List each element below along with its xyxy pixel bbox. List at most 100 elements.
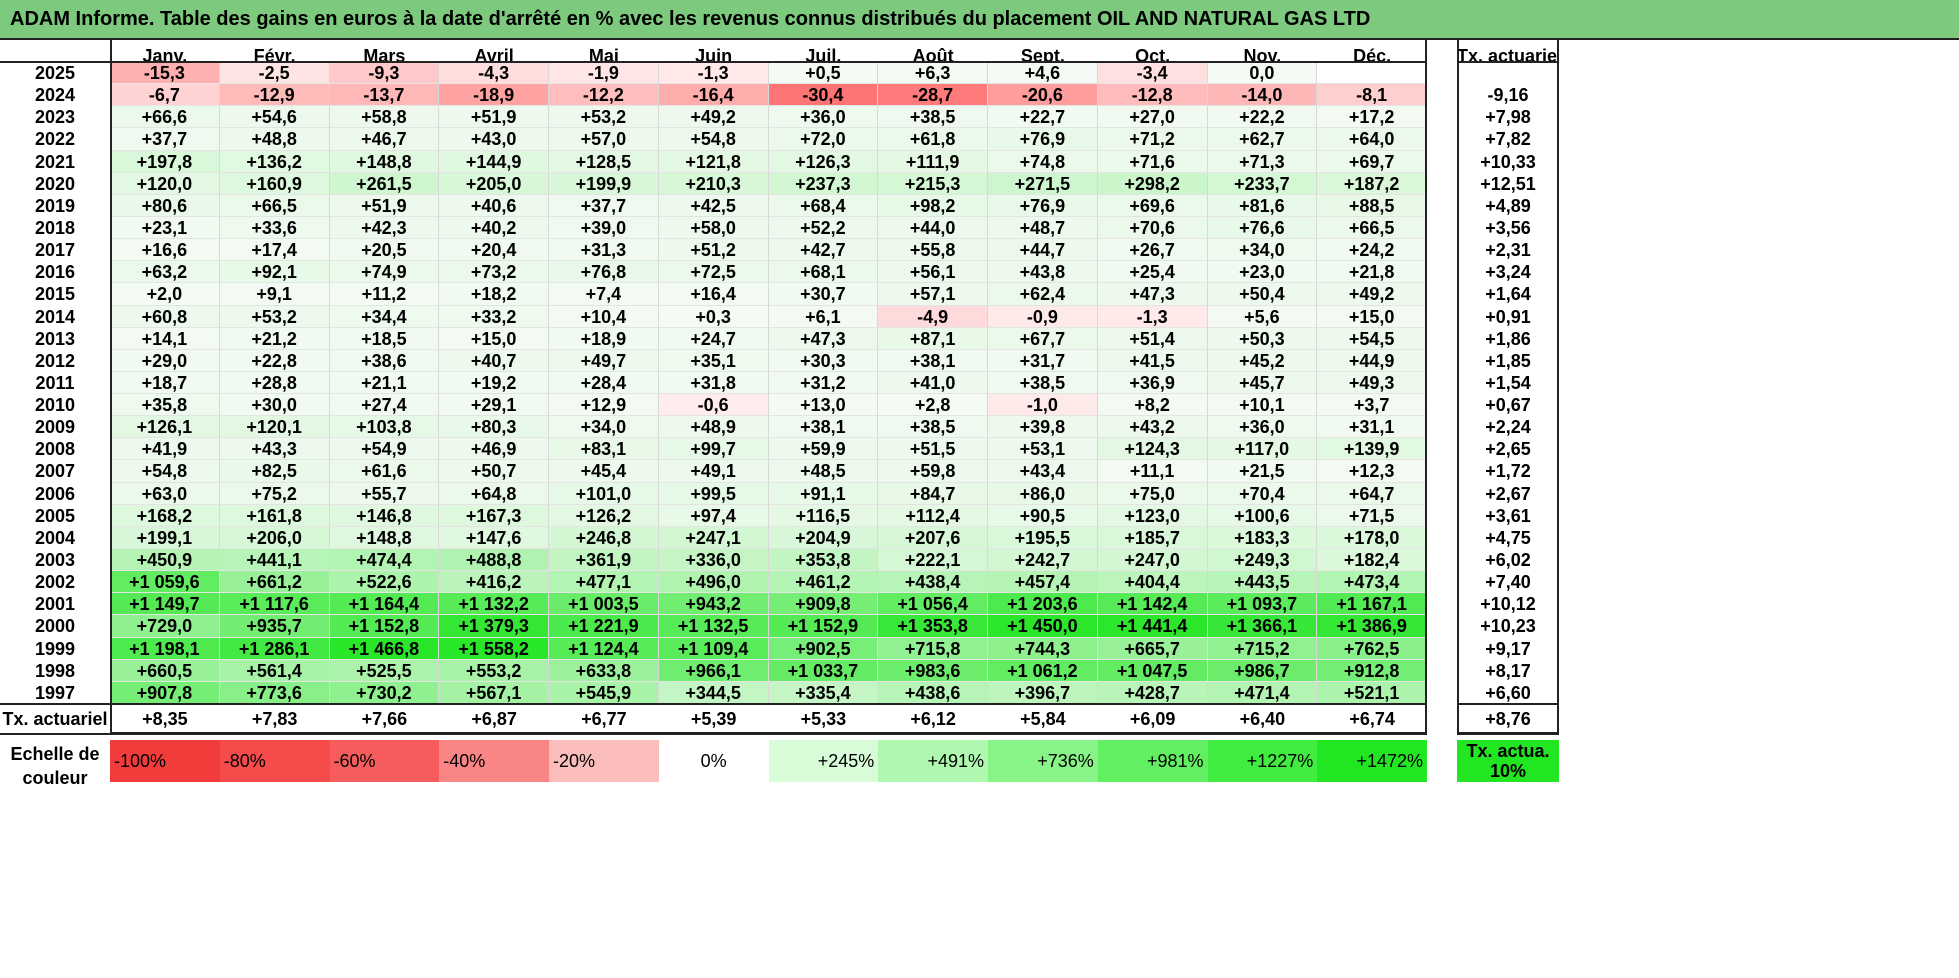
table-cell: +1 441,4 <box>1097 615 1208 638</box>
table-cell: +553,2 <box>439 659 549 682</box>
table-cell: +123,0 <box>1097 504 1208 527</box>
table-cell: +44,7 <box>988 239 1098 262</box>
annual-rate-cell: +10,12 <box>1480 594 1536 615</box>
table-cell: +10,1 <box>1207 394 1318 417</box>
annual-rate-cell: +1,85 <box>1485 350 1531 371</box>
table-cell: +72,5 <box>658 261 769 284</box>
table-cell: +21,1 <box>329 371 440 395</box>
annual-rate-cell: +12,51 <box>1480 173 1536 194</box>
table-cell: +148,8 <box>329 150 440 173</box>
table-cell: +744,3 <box>988 637 1098 660</box>
legend-swatch: -100% <box>110 740 220 782</box>
table-cell: +729,0 <box>110 615 220 638</box>
table-cell: +126,2 <box>549 504 659 527</box>
totals-cell: +6,74 <box>1349 709 1395 729</box>
table-cell: +661,2 <box>219 571 330 594</box>
table-cell: +496,0 <box>658 571 769 594</box>
totals-separator-annual <box>1457 703 1559 705</box>
table-cell: +24,7 <box>658 327 769 350</box>
table-cell: +75,0 <box>1097 482 1208 505</box>
totals-cell: +6,40 <box>1239 709 1286 729</box>
annual-rate-cell: +2,67 <box>1485 483 1531 504</box>
table-cell: +121,8 <box>658 150 769 173</box>
table-cell: +144,9 <box>439 150 549 173</box>
table-cell: -1,9 <box>549 62 659 85</box>
table-cell: +1 124,4 <box>549 637 659 660</box>
table-cell: +1 056,4 <box>878 593 988 616</box>
table-cell: +660,5 <box>110 659 220 682</box>
table-cell: +49,2 <box>1317 283 1427 306</box>
table-cell: +1 109,4 <box>658 637 769 660</box>
table-cell: +1 117,6 <box>219 593 330 616</box>
table-cell: +42,7 <box>768 239 879 262</box>
table-cell: +36,0 <box>768 106 879 129</box>
table-cell: +24,2 <box>1317 239 1427 262</box>
table-cell: +136,2 <box>219 150 330 173</box>
year-label: 2022 <box>34 129 76 150</box>
totals-cell: +7,66 <box>361 709 408 729</box>
totals-cell: +8,35 <box>142 709 188 729</box>
table-cell: +34,0 <box>1207 239 1318 262</box>
table-cell: +1 366,1 <box>1207 615 1318 638</box>
table-cell: +36,9 <box>1097 371 1208 395</box>
table-cell: +18,5 <box>329 327 440 350</box>
year-label: 2010 <box>34 395 76 416</box>
table-cell: +762,5 <box>1317 637 1427 660</box>
table-cell: +88,5 <box>1317 194 1427 217</box>
year-label: 1999 <box>34 638 76 659</box>
table-cell: +15,0 <box>1317 305 1427 328</box>
table-cell: +57,1 <box>878 283 988 306</box>
table-cell: +48,5 <box>768 460 879 483</box>
annual-rate-cell: +0,67 <box>1485 395 1531 416</box>
annual-rate-cell: +1,72 <box>1485 461 1531 482</box>
table-cell: +66,6 <box>110 106 220 129</box>
year-label: 2016 <box>34 262 76 283</box>
table-cell: +5,6 <box>1207 305 1318 328</box>
table-cell: -4,9 <box>878 305 988 328</box>
table-cell: +8,2 <box>1097 394 1208 417</box>
table-cell: +242,7 <box>988 549 1098 572</box>
table-cell: +55,7 <box>329 482 440 505</box>
table-cell: -12,8 <box>1097 84 1208 107</box>
legend-annual-swatch: Tx. actua. 10% <box>1457 740 1559 782</box>
table-cell: -16,4 <box>658 84 769 107</box>
table-cell: +27,0 <box>1097 106 1208 129</box>
table-cell: +1 142,4 <box>1097 593 1208 616</box>
table-cell: +1 033,7 <box>768 659 879 682</box>
table-cell: +35,8 <box>110 394 220 417</box>
table-cell: +249,3 <box>1207 549 1318 572</box>
table-cell: +22,2 <box>1207 106 1318 129</box>
table-cell: +68,1 <box>768 261 879 284</box>
table-cell: +41,0 <box>878 371 988 395</box>
table-cell: +20,5 <box>329 239 440 262</box>
year-label: 1998 <box>34 660 76 681</box>
table-cell: +147,6 <box>439 526 549 550</box>
legend-swatch: -20% <box>549 740 659 782</box>
table-cell: +1 132,2 <box>439 593 549 616</box>
table-cell: +488,8 <box>439 549 549 572</box>
table-cell: +18,9 <box>549 327 659 350</box>
table-cell: +2,0 <box>110 283 220 306</box>
legend-swatch: -80% <box>219 740 330 782</box>
table-cell: +6,1 <box>768 305 879 328</box>
legend-swatch: +1472% <box>1317 740 1427 782</box>
year-label: 2012 <box>34 350 76 371</box>
table-cell: +99,7 <box>658 438 769 461</box>
annual-rate-cell: +4,75 <box>1485 527 1531 548</box>
annual-rate-cell: +2,65 <box>1485 439 1531 460</box>
table-cell: +441,1 <box>219 549 330 572</box>
year-label: 2006 <box>34 483 76 504</box>
table-cell: +67,7 <box>988 327 1098 350</box>
table-cell: +51,5 <box>878 438 988 461</box>
table-cell: +43,8 <box>988 261 1098 284</box>
table-cell: +112,4 <box>878 504 988 527</box>
table-cell: +38,5 <box>988 371 1098 395</box>
table-cell: +49,2 <box>658 106 769 129</box>
table-cell: +206,0 <box>219 526 330 550</box>
annual-rate-cell: +7,40 <box>1485 572 1531 593</box>
table-cell: +935,7 <box>219 615 330 638</box>
table-cell: +64,0 <box>1317 128 1427 151</box>
table-cell: +182,4 <box>1317 549 1427 572</box>
table-cell: +30,0 <box>219 394 330 417</box>
table-cell: +187,2 <box>1317 172 1427 195</box>
